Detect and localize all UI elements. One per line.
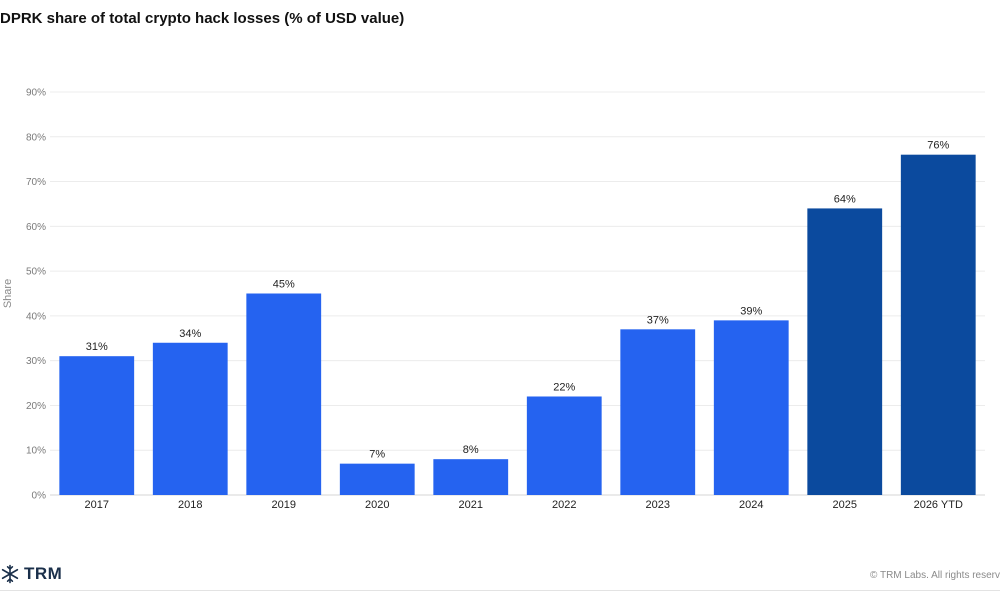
bar-2017: [59, 356, 135, 495]
x-tick-label: 2021: [459, 499, 483, 511]
bar-2021: [433, 459, 509, 495]
y-tick-label: 60%: [26, 222, 46, 233]
y-tick-label: 20%: [26, 401, 46, 412]
y-tick-label: 50%: [26, 267, 46, 278]
value-label: 37%: [647, 314, 669, 326]
y-tick-label: 40%: [26, 311, 46, 322]
chart-title: DPRK share of total crypto hack losses (…: [0, 10, 405, 27]
x-tick-label: 2019: [272, 499, 296, 511]
value-label: 8%: [463, 444, 479, 456]
snowflake-icon: [1, 564, 19, 584]
y-tick-label: 90%: [26, 88, 46, 99]
x-tick-label: 2024: [739, 499, 763, 511]
bar-2024: [713, 320, 789, 495]
bar-2023: [620, 329, 696, 495]
y-axis-label: Share: [2, 279, 14, 308]
brand-logo: TRM: [0, 564, 62, 584]
bar-2018: [152, 342, 228, 495]
y-tick-label: 80%: [26, 132, 46, 143]
value-label: 22%: [553, 381, 575, 393]
value-label: 76%: [927, 140, 949, 152]
value-label: 34%: [179, 328, 201, 340]
bar-2025: [807, 208, 883, 495]
y-axis-ticks: 0% 10% 20% 30% 40% 50% 60% 70% 80% 90%: [26, 88, 46, 502]
x-axis-ticks: 2017 2018 2019 2020 2021 2022 2023 2024 2025 2026…: [85, 499, 963, 511]
bar-2026-ytd: [900, 154, 976, 495]
x-tick-label: 2025: [833, 499, 857, 511]
bar-2022: [526, 396, 602, 495]
bar-chart: Share 0%10%20%30%40%50%60%70%80%90% 31%3…: [2, 88, 985, 511]
value-label: 39%: [740, 305, 762, 317]
bars: [59, 154, 976, 495]
y-tick-label: 0%: [32, 491, 47, 502]
x-tick-label: 2026 YTD: [914, 499, 963, 511]
y-tick-label: 10%: [26, 446, 46, 457]
x-tick-label: 2018: [178, 499, 202, 511]
y-tick-label: 70%: [26, 177, 46, 188]
value-label: 45%: [273, 279, 295, 291]
x-tick-label: 2022: [552, 499, 576, 511]
x-tick-label: 2020: [365, 499, 389, 511]
value-labels: 31% 34% 45% 7% 8% 22% 37% 39% 64% 76%: [86, 140, 950, 461]
brand-name: TRM: [24, 564, 63, 583]
x-tick-label: 2017: [85, 499, 109, 511]
x-tick-label: 2023: [646, 499, 670, 511]
footer-divider: [0, 590, 1000, 591]
bar-2019: [246, 293, 322, 495]
value-label: 64%: [834, 193, 856, 205]
y-tick-label: 30%: [26, 356, 46, 367]
copyright-notice: © TRM Labs. All rights reserv: [870, 570, 1000, 581]
value-label: 7%: [369, 449, 385, 461]
value-label: 31%: [86, 341, 108, 353]
bar-2020: [339, 463, 415, 495]
